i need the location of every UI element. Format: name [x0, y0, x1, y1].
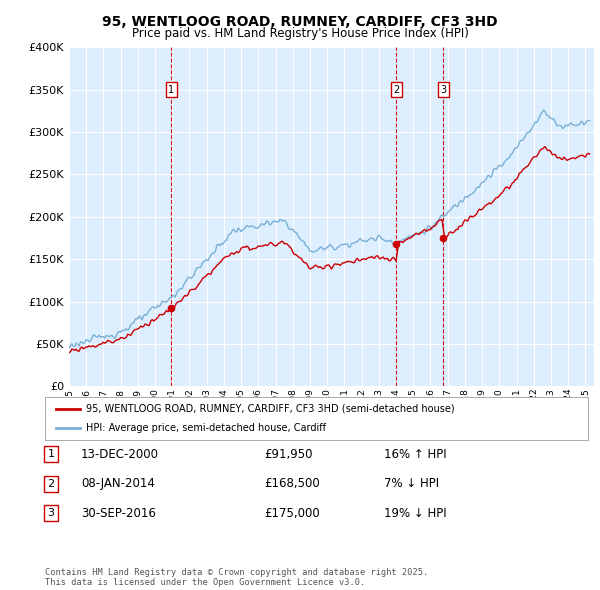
Text: 2: 2	[393, 84, 400, 94]
Text: 7% ↓ HPI: 7% ↓ HPI	[384, 477, 439, 490]
Text: Price paid vs. HM Land Registry's House Price Index (HPI): Price paid vs. HM Land Registry's House …	[131, 27, 469, 40]
Text: 2: 2	[47, 479, 55, 489]
Text: £91,950: £91,950	[264, 448, 313, 461]
Text: 30-SEP-2016: 30-SEP-2016	[81, 507, 156, 520]
Text: £168,500: £168,500	[264, 477, 320, 490]
Text: 1: 1	[169, 84, 175, 94]
Text: 3: 3	[47, 509, 55, 518]
Text: 19% ↓ HPI: 19% ↓ HPI	[384, 507, 446, 520]
Text: HPI: Average price, semi-detached house, Cardiff: HPI: Average price, semi-detached house,…	[86, 423, 326, 433]
Text: 13-DEC-2000: 13-DEC-2000	[81, 448, 159, 461]
Text: 3: 3	[440, 84, 446, 94]
Text: 16% ↑ HPI: 16% ↑ HPI	[384, 448, 446, 461]
Text: 95, WENTLOOG ROAD, RUMNEY, CARDIFF, CF3 3HD: 95, WENTLOOG ROAD, RUMNEY, CARDIFF, CF3 …	[102, 15, 498, 29]
Text: 95, WENTLOOG ROAD, RUMNEY, CARDIFF, CF3 3HD (semi-detached house): 95, WENTLOOG ROAD, RUMNEY, CARDIFF, CF3 …	[86, 404, 454, 414]
Text: Contains HM Land Registry data © Crown copyright and database right 2025.
This d: Contains HM Land Registry data © Crown c…	[45, 568, 428, 587]
Text: 1: 1	[47, 450, 55, 459]
Text: £175,000: £175,000	[264, 507, 320, 520]
Text: 08-JAN-2014: 08-JAN-2014	[81, 477, 155, 490]
